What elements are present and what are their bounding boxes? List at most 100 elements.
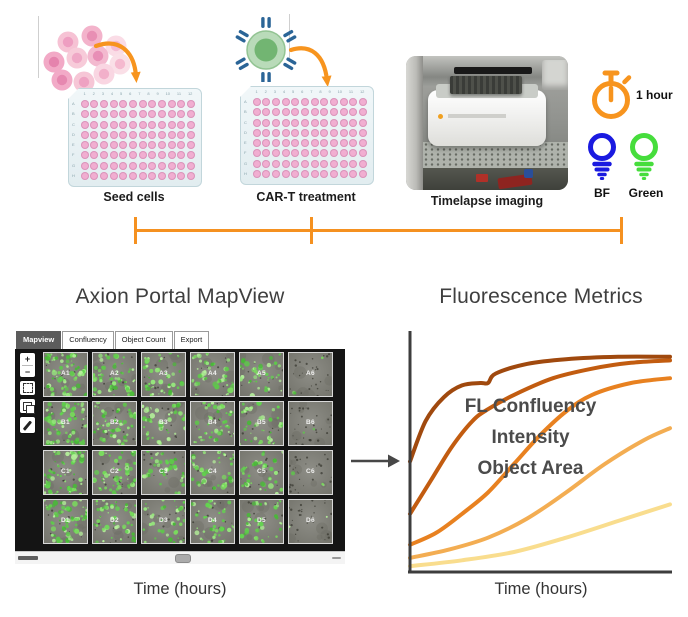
mapview-well[interactable]: A2	[92, 352, 137, 397]
mapview-well[interactable]: B3	[141, 401, 186, 446]
plate-well	[138, 120, 147, 129]
mapview-well[interactable]: A4	[190, 352, 235, 397]
axion-portal-screenshot: Mapview Confluency Object Count Export +…	[15, 330, 345, 564]
plate-well	[119, 120, 128, 129]
plate-well	[100, 141, 109, 150]
plate-well	[177, 120, 186, 129]
plate-well	[339, 108, 348, 117]
plate-well	[177, 130, 186, 139]
plate-well	[119, 100, 128, 109]
tab-object-count[interactable]: Object Count	[114, 331, 173, 349]
mapview-well[interactable]: B1	[43, 401, 88, 446]
zoom-in-icon[interactable]: +	[24, 353, 31, 364]
chart-series-curve-5-lightest	[408, 502, 672, 569]
scrubber-end-label	[332, 556, 341, 559]
plate-well	[138, 110, 147, 119]
plate-well	[310, 159, 319, 168]
plate-well	[167, 171, 176, 180]
plate-well	[262, 128, 271, 137]
plate-well	[320, 139, 329, 148]
mapview-well[interactable]: B5	[239, 401, 284, 446]
mapview-well[interactable]: A6	[288, 352, 333, 397]
mapview-well[interactable]: B6	[288, 401, 333, 446]
plate-well	[252, 128, 261, 137]
plate-well	[320, 149, 329, 158]
plate-well	[291, 98, 300, 107]
mapview-well[interactable]: C1	[43, 450, 88, 495]
plate-well	[109, 151, 118, 160]
plate-well	[90, 100, 99, 109]
plate-well	[330, 118, 339, 127]
mapview-well[interactable]: C4	[190, 450, 235, 495]
layers-button[interactable]	[20, 399, 35, 414]
plate-well	[177, 151, 186, 160]
plate-well	[359, 139, 368, 148]
plate-well	[252, 118, 261, 127]
well-label: B6	[306, 419, 315, 426]
mapview-well[interactable]: C6	[288, 450, 333, 495]
step-label-car-t: CAR-T treatment	[256, 190, 356, 204]
plate-well	[80, 171, 89, 180]
plate-well	[301, 139, 310, 148]
mapview-well[interactable]: A5	[239, 352, 284, 397]
plate-well	[80, 120, 89, 129]
mapview-well[interactable]: D1	[43, 499, 88, 544]
zoom-controls[interactable]: + −	[20, 353, 35, 377]
mapview-well[interactable]: D6	[288, 499, 333, 544]
mapview-well[interactable]: D4	[190, 499, 235, 544]
plate-well	[90, 130, 99, 139]
mapview-well[interactable]: B2	[92, 401, 137, 446]
mapview-well[interactable]: A1	[43, 352, 88, 397]
plate-well	[109, 120, 118, 129]
plate-well	[177, 171, 186, 180]
draw-button[interactable]	[20, 417, 35, 433]
timer-icon	[592, 70, 632, 119]
well-label: A4	[208, 370, 217, 377]
plate-well	[167, 130, 176, 139]
plate-well	[109, 110, 118, 119]
plate-well	[80, 110, 89, 119]
scrubber-start-label	[18, 556, 38, 560]
mapview-well[interactable]: C2	[92, 450, 137, 495]
tab-confluency[interactable]: Confluency	[62, 331, 114, 349]
plate-well	[129, 130, 138, 139]
mapview-heading: Axion Portal MapView	[75, 285, 285, 308]
plate-well	[262, 159, 271, 168]
mapview-well[interactable]: D3	[141, 499, 186, 544]
plate-well	[167, 100, 176, 109]
well-label: B1	[61, 419, 70, 426]
mapview-well[interactable]: C3	[141, 450, 186, 495]
timeline-bar	[135, 229, 623, 232]
plate-well	[359, 128, 368, 137]
mapview-well[interactable]: B4	[190, 401, 235, 446]
tab-mapview[interactable]: Mapview	[16, 331, 62, 349]
mapview-well[interactable]: A3	[141, 352, 186, 397]
chart-series-curve-1-darkest	[408, 354, 672, 464]
plate-well	[349, 139, 358, 148]
well-label: B3	[159, 419, 168, 426]
timelapse-photo	[406, 56, 568, 190]
well-label: C3	[159, 468, 168, 475]
plate-well	[272, 108, 281, 117]
plate-well	[90, 171, 99, 180]
plate-well	[90, 151, 99, 160]
plate-well	[129, 161, 138, 170]
fit-view-button[interactable]	[20, 381, 35, 395]
well-label: D6	[306, 517, 315, 524]
plate-well	[320, 108, 329, 117]
plate-well	[148, 100, 157, 109]
mapview-well[interactable]: C5	[239, 450, 284, 495]
tab-export[interactable]: Export	[173, 331, 210, 349]
pen-icon	[23, 419, 32, 431]
plate-well	[320, 118, 329, 127]
mapview-well[interactable]: D2	[92, 499, 137, 544]
mapview-well[interactable]: D5	[239, 499, 284, 544]
plate-well	[167, 141, 176, 150]
scrubber-handle[interactable]	[175, 554, 191, 563]
well-label: C6	[306, 468, 315, 475]
plate-well	[100, 151, 109, 160]
plate-well	[158, 151, 167, 160]
well-label: B5	[257, 419, 266, 426]
zoom-out-icon[interactable]: −	[24, 366, 31, 377]
plate-well	[109, 141, 118, 150]
